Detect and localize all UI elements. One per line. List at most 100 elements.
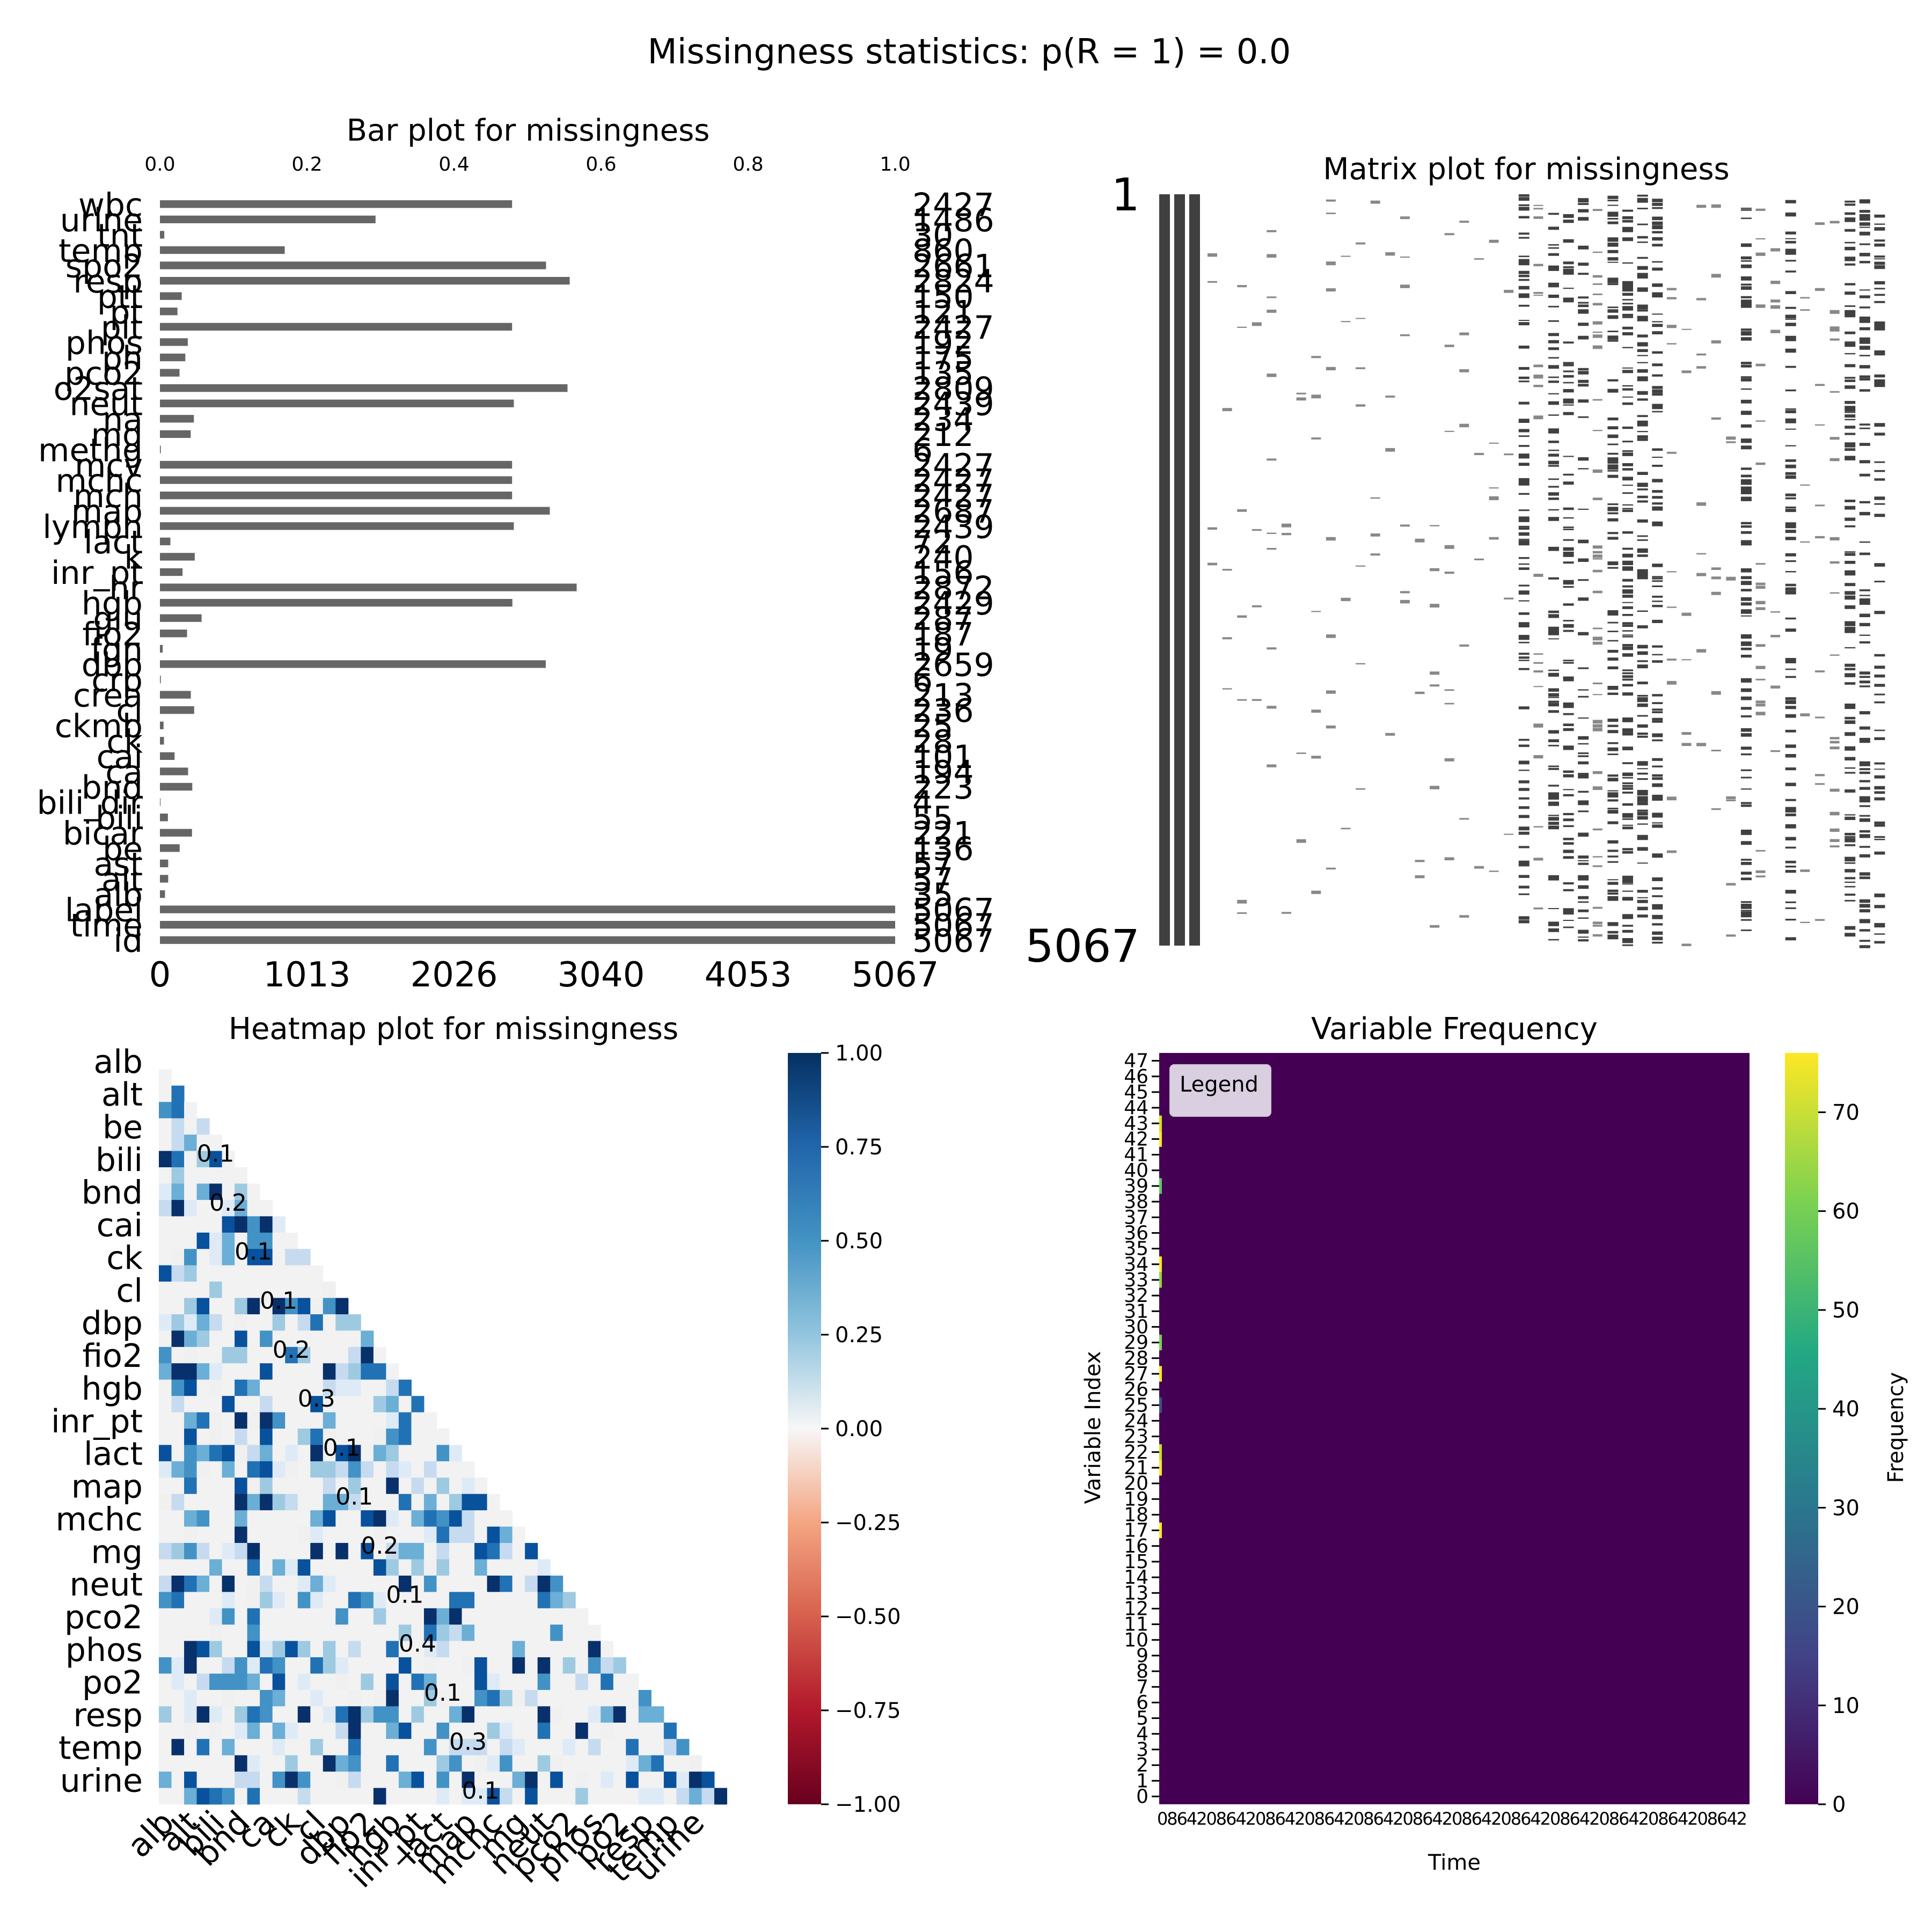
heatmap-cell xyxy=(297,1755,311,1772)
heatmap-cell xyxy=(411,1494,425,1511)
heatmap-cell xyxy=(550,1592,564,1609)
matrix-column-marks xyxy=(1504,290,1514,835)
heatmap-cell xyxy=(272,1657,286,1674)
heatmap-cell xyxy=(335,1755,349,1772)
heatmap-cell xyxy=(285,1608,298,1625)
heatmap-cell xyxy=(348,1739,361,1756)
heatmap-cell xyxy=(462,1559,475,1576)
heatmap-cell xyxy=(272,1559,286,1576)
heatmap-cell xyxy=(373,1396,386,1413)
heatmap-cell xyxy=(436,1575,450,1592)
heatmap-cell xyxy=(310,1314,324,1331)
heatmap-cell xyxy=(373,1494,386,1511)
heatmap-cell xyxy=(184,1232,197,1249)
heatmap-cell xyxy=(335,1494,349,1511)
heatmap-cell xyxy=(297,1575,311,1592)
bar-value-label: 2439 xyxy=(912,386,994,423)
heatmap-cell xyxy=(196,1412,210,1429)
bar-bottom-tick-label: 4053 xyxy=(705,955,792,995)
heatmap-cell xyxy=(550,1575,564,1592)
bar-alb xyxy=(160,890,165,898)
heatmap-cell xyxy=(562,1608,576,1625)
bar-pt xyxy=(160,308,178,316)
heatmap-cell xyxy=(323,1510,336,1527)
heatmap-cell xyxy=(386,1722,399,1739)
heatmap-cell xyxy=(222,1722,235,1739)
heatmap-cell xyxy=(436,1689,450,1707)
heatmap-cell xyxy=(184,1494,197,1511)
heatmap-cell xyxy=(386,1477,399,1495)
heatmap-cell xyxy=(386,1788,399,1805)
heatmap-cell xyxy=(348,1379,361,1396)
heatmap-cell xyxy=(449,1689,463,1707)
heatmap-cell xyxy=(398,1673,412,1690)
heatmap-cell xyxy=(159,1510,172,1527)
bar-value-label: 57 xyxy=(912,861,953,898)
heatmap-cell xyxy=(575,1608,589,1625)
heatmap-cell xyxy=(260,1673,273,1690)
heatmap-cell xyxy=(196,1624,210,1642)
heatmap-cell xyxy=(196,1346,210,1364)
frequency-y-tick-label: 21 xyxy=(1124,1457,1148,1479)
heatmap-cell xyxy=(500,1526,513,1543)
heatmap-cell xyxy=(663,1739,677,1756)
bar-value-label: 6 xyxy=(912,431,933,469)
heatmap-cell xyxy=(588,1788,601,1805)
heatmap-cell xyxy=(285,1314,298,1331)
matrix-column-marks xyxy=(1430,525,1440,928)
heatmap-cell xyxy=(575,1772,589,1789)
heatmap-cell xyxy=(436,1739,450,1756)
heatmap-cell xyxy=(184,1575,197,1592)
heatmap-cell xyxy=(386,1526,399,1543)
heatmap-cell xyxy=(171,1445,185,1462)
heatmap-cell xyxy=(335,1330,349,1348)
matrix-row-label-bottom: 5067 xyxy=(1025,920,1140,972)
bar-value-label: 28 xyxy=(912,723,953,760)
heatmap-cell xyxy=(348,1608,361,1625)
heatmap-cell xyxy=(247,1510,260,1527)
bar-value-label: 2661 xyxy=(912,248,994,286)
bar-o2sat xyxy=(160,384,568,392)
bar-category-label: bnd xyxy=(82,769,143,807)
bar-hr xyxy=(160,583,577,591)
heatmap-cell-label: 0.1 xyxy=(335,1483,373,1511)
heatmap-cell xyxy=(260,1559,273,1576)
heatmap-cell xyxy=(601,1755,614,1772)
heatmap-cell xyxy=(209,1477,223,1495)
heatmap-cell xyxy=(285,1772,298,1789)
heatmap-cell xyxy=(361,1510,374,1527)
heatmap-cell xyxy=(209,1346,223,1364)
heatmap-cell xyxy=(310,1298,324,1315)
heatmap-cell xyxy=(310,1379,324,1396)
heatmap-cell xyxy=(235,1673,248,1690)
heatmap-cell xyxy=(348,1722,361,1739)
heatmap-cell xyxy=(171,1755,185,1772)
heatmap-cell xyxy=(373,1429,386,1445)
heatmap-cell xyxy=(196,1673,210,1690)
heatmap-cell xyxy=(575,1641,589,1658)
heatmap-cell xyxy=(196,1494,210,1511)
heatmap-cell xyxy=(500,1788,513,1805)
heatmap-cell xyxy=(297,1477,311,1495)
heatmap-cell xyxy=(323,1282,336,1299)
heatmap-cell xyxy=(310,1429,324,1445)
heatmap-cell xyxy=(222,1706,235,1723)
heatmap-cell xyxy=(474,1526,488,1543)
frequency-mark xyxy=(1159,1366,1162,1382)
heatmap-cell xyxy=(209,1673,223,1690)
heatmap-cell-label: 0.4 xyxy=(399,1630,436,1658)
heatmap-cell xyxy=(562,1689,576,1707)
heatmap-cell xyxy=(235,1249,248,1266)
bar-value-label: 25 xyxy=(912,708,953,745)
heatmap-cell xyxy=(449,1461,463,1478)
bar-top-tick-label: 0.6 xyxy=(586,153,616,175)
heatmap-cell xyxy=(285,1657,298,1674)
heatmap-cell xyxy=(423,1673,437,1690)
heatmap-cell xyxy=(310,1330,324,1348)
heatmap-cell xyxy=(613,1739,626,1756)
heatmap-cell xyxy=(361,1346,374,1364)
heatmap-cell xyxy=(525,1543,538,1560)
heatmap-cell xyxy=(335,1314,349,1331)
heatmap-cell xyxy=(423,1477,437,1495)
heatmap-cell xyxy=(411,1772,425,1789)
